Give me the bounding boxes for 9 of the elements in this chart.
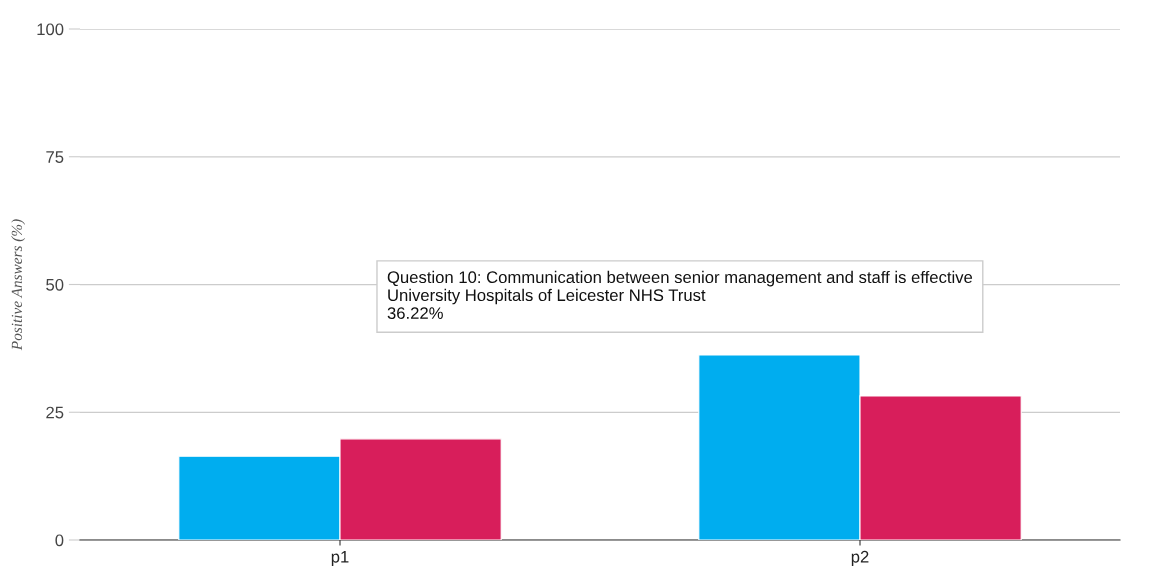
y-tick-label: 25	[46, 406, 64, 419]
annotation: Question 10: Communication between senior management and staff is effective University Hospitals of Leicester NHS Trust 36.22%	[387, 270, 973, 320]
y-tick-label: 50	[46, 278, 64, 291]
y-axis-title: Positive Answers (%)	[11, 219, 26, 351]
y-tick-label: 0	[55, 534, 64, 547]
x-tick-label: p1	[331, 551, 349, 566]
y-tick-label: 100	[37, 23, 64, 36]
x-tick-label: p2	[851, 550, 869, 566]
y-tick-label: 75	[46, 151, 64, 163]
